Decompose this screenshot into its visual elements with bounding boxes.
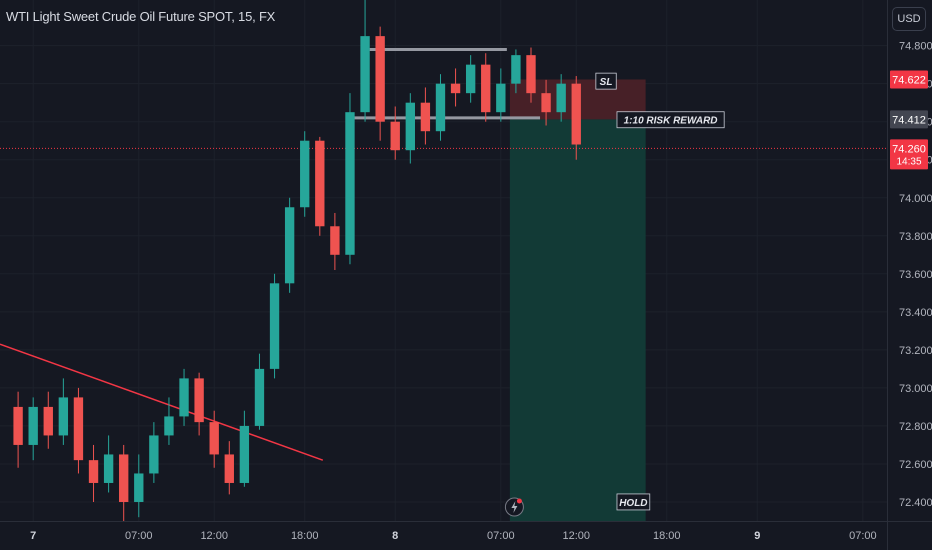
candle-body bbox=[194, 378, 204, 423]
annotation-hold: HOLD bbox=[616, 493, 651, 511]
candle-body bbox=[556, 83, 566, 113]
candle-body bbox=[179, 378, 189, 417]
price-tick-label: 73.200 bbox=[899, 345, 932, 357]
price-tick-label: 73.800 bbox=[899, 231, 932, 243]
candle-body bbox=[330, 226, 340, 255]
candle-body bbox=[375, 36, 385, 122]
price-tick-label: 73.600 bbox=[899, 269, 932, 281]
candle-body bbox=[254, 368, 265, 426]
candle-body bbox=[239, 425, 250, 483]
time-tick-label: 12:00 bbox=[562, 530, 590, 542]
candle-body bbox=[73, 397, 84, 461]
annotation-box bbox=[595, 72, 617, 90]
time-tick-label: 18:00 bbox=[291, 530, 319, 542]
candle-body bbox=[360, 36, 370, 113]
time-tick-label: 18:00 bbox=[653, 530, 681, 542]
candle-body bbox=[224, 454, 234, 483]
take-profit-zone bbox=[509, 119, 646, 521]
price-tick-label: 72.600 bbox=[899, 459, 932, 471]
candle-body bbox=[526, 55, 536, 94]
price-label-entry bbox=[890, 110, 928, 129]
candle-body bbox=[511, 55, 521, 84]
candle-body bbox=[13, 406, 23, 445]
annotation-1-10-risk-reward: 1:10 RISK REWARD bbox=[616, 111, 725, 129]
time-tick-label: 9 bbox=[754, 530, 760, 542]
trendline bbox=[0, 343, 324, 461]
annotation-label: HOLD bbox=[619, 498, 647, 509]
price-label-countdown: 14:35 bbox=[896, 156, 921, 167]
candle-body bbox=[88, 460, 99, 483]
price-label-stop bbox=[890, 70, 928, 89]
candle-body bbox=[390, 121, 400, 151]
time-tick-label: 8 bbox=[392, 530, 398, 542]
candle-body bbox=[465, 64, 476, 94]
annotation-box bbox=[616, 111, 725, 129]
candle-body bbox=[209, 422, 219, 455]
annotation-box bbox=[616, 493, 651, 511]
candle-body bbox=[300, 140, 310, 208]
candle-body bbox=[103, 454, 114, 483]
price-label-text: 74.412 bbox=[892, 114, 926, 126]
candle-body bbox=[134, 473, 144, 502]
price-tick-label: 73.400 bbox=[899, 307, 932, 319]
candle-body bbox=[284, 207, 295, 284]
candle-body bbox=[405, 102, 415, 151]
price-label-text: 74.622 bbox=[892, 74, 926, 86]
lightning-icon[interactable] bbox=[504, 497, 524, 517]
price-tick-label: 74.000 bbox=[899, 193, 932, 205]
annotation-sl: SL bbox=[595, 72, 617, 90]
candle-body bbox=[496, 83, 506, 113]
lightning-icon-dot bbox=[516, 498, 522, 504]
candle-body bbox=[571, 83, 581, 145]
price-tick-label: 73.000 bbox=[899, 383, 932, 395]
candle-body bbox=[58, 397, 69, 436]
annotation-label: SL bbox=[600, 77, 613, 88]
candle-body bbox=[43, 406, 53, 436]
candle-body bbox=[345, 112, 355, 255]
currency-button[interactable]: USD bbox=[892, 7, 926, 31]
time-axis-separator bbox=[0, 521, 932, 522]
time-tick-label: 07:00 bbox=[849, 530, 877, 542]
candle-body bbox=[269, 283, 280, 369]
candle-body bbox=[435, 83, 446, 132]
candle-body bbox=[28, 406, 38, 445]
price-axis-separator bbox=[887, 0, 888, 550]
candle-body bbox=[450, 83, 461, 94]
candle-body bbox=[541, 93, 551, 113]
candle-body bbox=[315, 140, 325, 227]
lightning-icon-bolt bbox=[511, 501, 518, 513]
symbol-title[interactable]: WTI Light Sweet Crude Oil Future SPOT, 1… bbox=[6, 9, 276, 24]
time-tick-label: 07:00 bbox=[487, 530, 515, 542]
time-tick-label: 7 bbox=[30, 530, 36, 542]
candle-body bbox=[119, 454, 129, 502]
candle-body bbox=[420, 102, 431, 132]
price-label-last bbox=[890, 139, 928, 170]
price-tick-label: 72.800 bbox=[899, 421, 932, 433]
candle-body bbox=[481, 64, 491, 113]
annotation-label: 1:10 RISK REWARD bbox=[624, 116, 718, 127]
price-tick-label: 74.800 bbox=[899, 41, 932, 53]
candle-body bbox=[149, 435, 159, 474]
candle-body bbox=[164, 416, 174, 436]
time-tick-label: 07:00 bbox=[125, 530, 153, 542]
price-label-text: 74.260 bbox=[892, 143, 926, 155]
price-tick-label: 72.400 bbox=[899, 497, 932, 509]
time-tick-label: 12:00 bbox=[200, 530, 228, 542]
